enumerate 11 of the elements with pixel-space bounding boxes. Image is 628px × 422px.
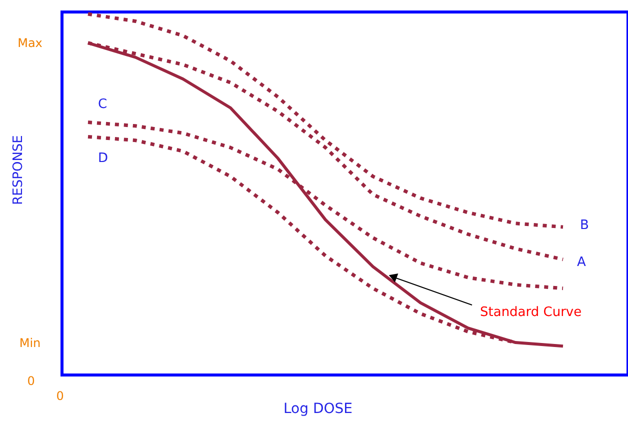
y-axis-title: RESPONSE: [11, 135, 26, 205]
text: Min: [19, 336, 41, 350]
series-label: D: [98, 151, 108, 166]
series-label: Standard Curve: [480, 305, 582, 320]
series-label: C: [98, 97, 108, 112]
x-axis-title: Log DOSE: [284, 401, 352, 417]
series-label: B: [580, 218, 589, 233]
text: Max: [18, 36, 42, 50]
text: 0: [56, 389, 64, 403]
text: 0: [27, 374, 35, 388]
series-label: A: [577, 255, 586, 270]
